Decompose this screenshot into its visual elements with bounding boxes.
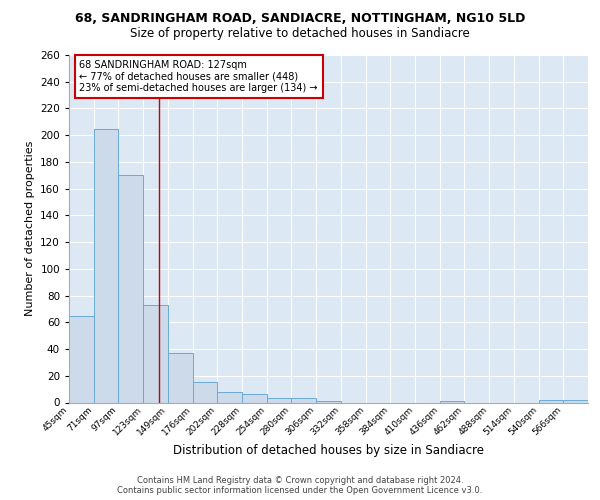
Y-axis label: Number of detached properties: Number of detached properties <box>25 141 35 316</box>
Text: Size of property relative to detached houses in Sandiacre: Size of property relative to detached ho… <box>130 28 470 40</box>
Bar <box>292 398 316 402</box>
Bar <box>168 353 193 403</box>
X-axis label: Distribution of detached houses by size in Sandiacre: Distribution of detached houses by size … <box>173 444 484 458</box>
Text: 68, SANDRINGHAM ROAD, SANDIACRE, NOTTINGHAM, NG10 5LD: 68, SANDRINGHAM ROAD, SANDIACRE, NOTTING… <box>75 12 525 26</box>
Bar <box>69 316 94 402</box>
Bar <box>539 400 563 402</box>
Bar <box>563 400 588 402</box>
Bar <box>316 401 341 402</box>
Bar <box>193 382 217 402</box>
Bar <box>267 398 292 402</box>
Text: 68 SANDRINGHAM ROAD: 127sqm
← 77% of detached houses are smaller (448)
23% of se: 68 SANDRINGHAM ROAD: 127sqm ← 77% of det… <box>79 60 318 94</box>
Bar <box>143 305 168 402</box>
Bar <box>242 394 267 402</box>
Bar <box>217 392 242 402</box>
Bar <box>440 401 464 402</box>
Text: Contains HM Land Registry data © Crown copyright and database right 2024.
Contai: Contains HM Land Registry data © Crown c… <box>118 476 482 495</box>
Bar <box>94 128 118 402</box>
Bar <box>118 176 143 402</box>
